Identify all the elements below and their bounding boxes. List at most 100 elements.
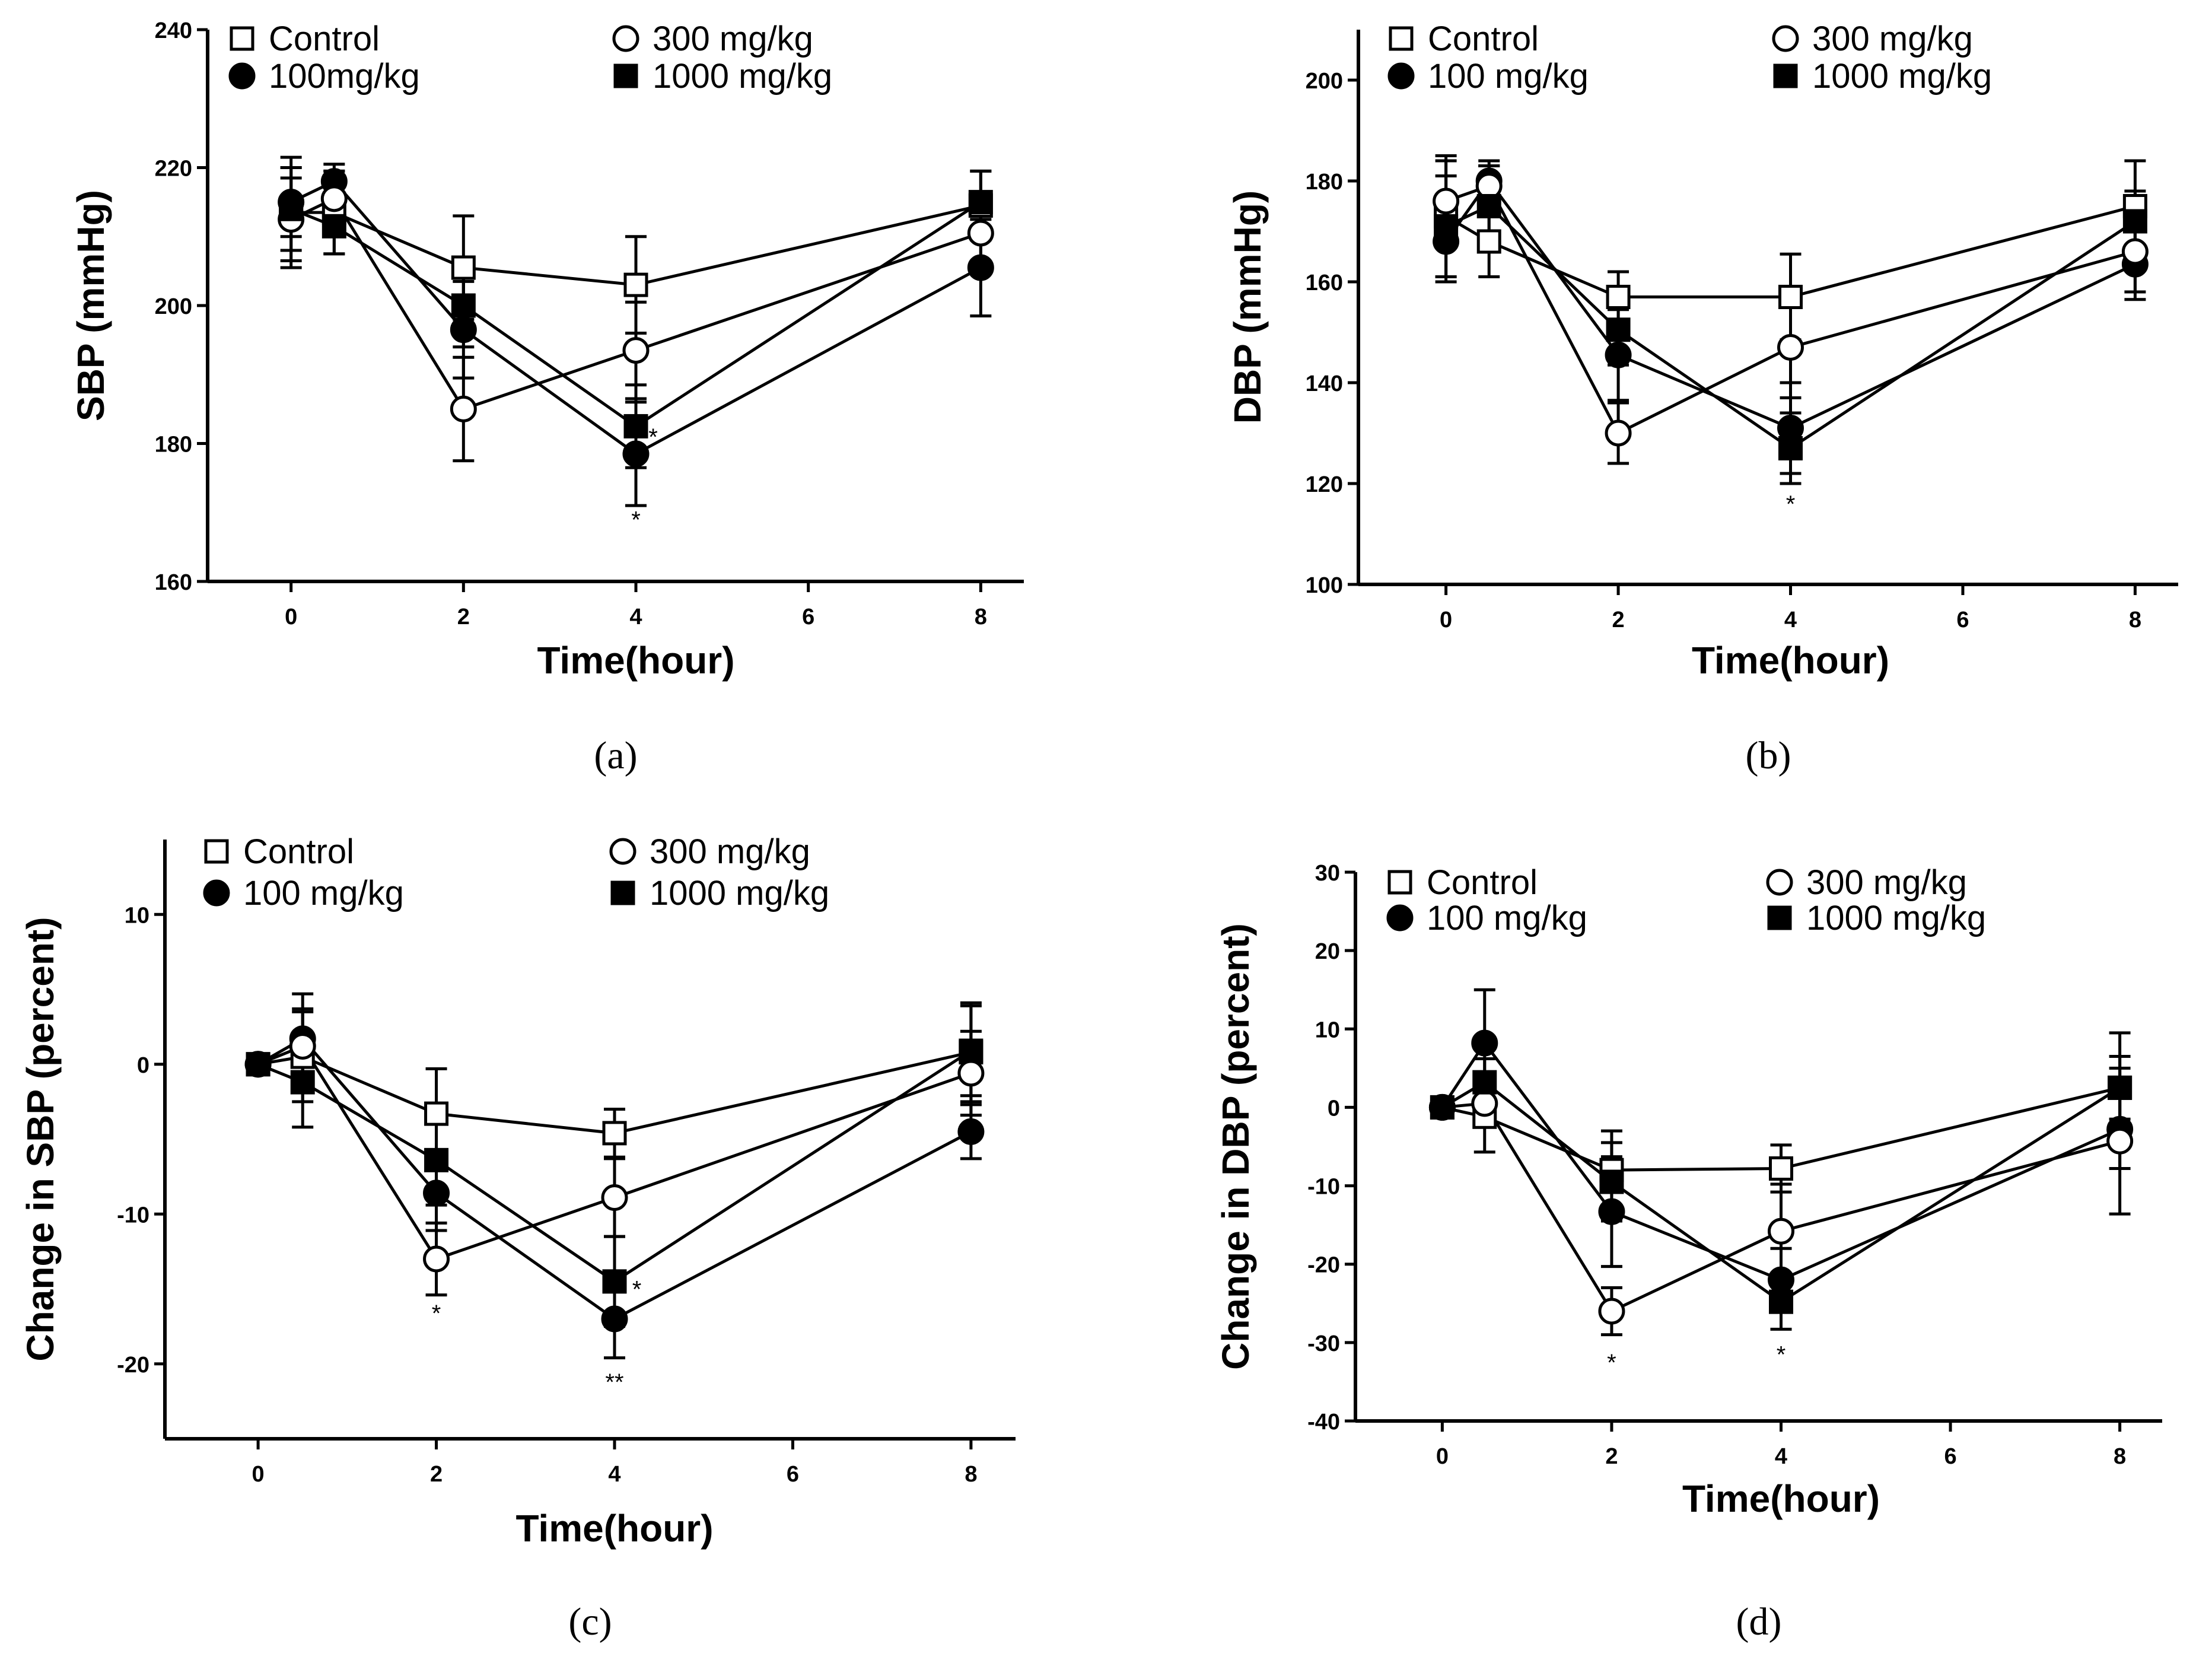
legend-marker <box>609 838 636 865</box>
data-point <box>1598 1198 1625 1225</box>
data-point <box>623 272 648 297</box>
legend-marker <box>610 880 635 905</box>
y-tick-label: 10 <box>125 903 149 928</box>
y-tick-label: 220 <box>155 157 192 182</box>
data-point <box>451 255 476 280</box>
y-axis-title: Change in SBP (percent) <box>19 917 62 1361</box>
significance-marker: * <box>648 424 658 450</box>
data-point <box>957 1060 985 1087</box>
x-axis-title: Time(hour) <box>1692 639 1889 682</box>
x-tick-label: 2 <box>1612 608 1624 632</box>
data-point <box>1605 419 1632 447</box>
legend-entry: 100 mg/kg <box>1428 57 1589 96</box>
legend-entry: 300 mg/kg <box>1806 863 1967 902</box>
data-point <box>424 1101 449 1126</box>
data-point <box>1434 214 1459 239</box>
x-tick-label: 8 <box>965 1462 977 1487</box>
x-tick-label: 0 <box>1436 1444 1449 1469</box>
data-point <box>423 1245 450 1273</box>
data-point <box>601 1184 628 1211</box>
data-point <box>450 316 477 344</box>
x-tick-label: 4 <box>629 605 642 629</box>
x-tick-label: 4 <box>1784 608 1797 632</box>
y-tick-label: 200 <box>1306 69 1343 94</box>
legend-marker <box>1766 869 1793 896</box>
x-tick-label: 4 <box>1775 1444 1787 1469</box>
y-axis-title: DBP (mmHg) <box>1226 190 1269 424</box>
data-point <box>959 1038 984 1063</box>
data-point <box>967 220 994 247</box>
x-tick-label: 6 <box>787 1462 799 1487</box>
x-tick-label: 2 <box>457 605 470 629</box>
legend-marker <box>228 62 256 90</box>
legend-marker <box>1387 62 1415 90</box>
legend-marker <box>203 879 230 907</box>
x-tick-label: 0 <box>252 1462 265 1487</box>
data-point <box>1777 334 1804 361</box>
data-point <box>450 395 477 422</box>
data-point <box>1769 1156 1793 1181</box>
data-point <box>424 1147 449 1172</box>
data-point <box>1433 187 1460 215</box>
data-point <box>1430 1095 1454 1120</box>
data-point <box>1769 1289 1793 1314</box>
data-point <box>1778 436 1803 460</box>
significance-marker: * <box>1607 1350 1616 1376</box>
data-point <box>2121 238 2149 265</box>
legend-entry: Control <box>1427 863 1538 902</box>
x-tick-label: 0 <box>285 605 297 629</box>
data-point <box>1606 317 1631 342</box>
data-point <box>322 214 346 239</box>
legend-entry: Control <box>1428 20 1539 58</box>
y-tick-label: 200 <box>155 294 192 319</box>
legend-marker <box>612 25 639 52</box>
series-300-mg-kg <box>257 1007 982 1297</box>
panel-label: (a) <box>594 734 637 777</box>
data-point <box>601 1305 628 1333</box>
significance-marker: * <box>631 507 641 533</box>
legend-marker <box>204 839 229 864</box>
y-tick-label: 100 <box>1306 573 1343 598</box>
legend-entry: Control <box>243 832 354 871</box>
x-axis-title: Time(hour) <box>537 639 734 682</box>
legend-entry: 300 mg/kg <box>1812 20 1973 58</box>
data-point <box>451 293 476 318</box>
legend-marker <box>1386 904 1414 931</box>
y-tick-label: 160 <box>155 570 192 595</box>
legend-marker <box>1387 870 1412 895</box>
legend-marker <box>1767 905 1792 930</box>
x-axis-title: Time(hour) <box>515 1507 713 1550</box>
legend-marker <box>230 26 254 51</box>
data-point <box>1476 194 1501 218</box>
x-tick-label: 2 <box>1605 1444 1618 1469</box>
data-point <box>622 337 650 364</box>
x-tick-label: 8 <box>975 605 987 629</box>
legend-entry: 300 mg/kg <box>650 832 810 871</box>
data-point <box>957 1118 985 1145</box>
legend-entry: 1000 mg/kg <box>650 874 829 913</box>
y-tick-label: 120 <box>1306 472 1343 497</box>
significance-marker: * <box>1786 491 1796 517</box>
data-point <box>2122 209 2147 234</box>
chart-panel-4: -40 -30 -20 -10 0 10 20 30 0 2 4 6 8 Time(hour) Change… <box>1214 861 2162 1643</box>
legend-entry: 1000 mg/kg <box>1812 57 1992 96</box>
data-point <box>1476 229 1501 254</box>
legend-entry: 100 mg/kg <box>243 874 404 913</box>
y-tick-label: -10 <box>117 1203 149 1228</box>
y-tick-label: 0 <box>1328 1096 1340 1121</box>
chart-panel-2: 100 120 140 160 180 200 0 2 4 6 8 Time(hour) DBP (mm… <box>1226 20 2178 777</box>
legend-entry: 1000 mg/kg <box>653 57 832 96</box>
y-tick-label: -40 <box>1307 1410 1340 1435</box>
y-tick-label: -20 <box>117 1353 149 1378</box>
data-point <box>1768 1217 1794 1245</box>
series-100-mg-kg <box>1441 988 2131 1313</box>
significance-marker: * <box>1777 1342 1786 1368</box>
data-point <box>423 1179 450 1207</box>
y-tick-label: 160 <box>1306 271 1343 295</box>
legend-entry: 100mg/kg <box>269 57 420 96</box>
data-point <box>1605 341 1632 368</box>
legend-entry: Control <box>269 20 380 58</box>
legend-marker <box>1773 63 1798 88</box>
data-point <box>967 254 994 281</box>
